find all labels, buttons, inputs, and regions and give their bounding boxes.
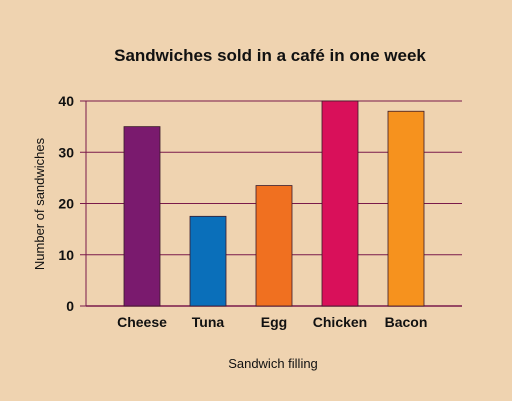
category-labels: Cheese Tuna Egg Chicken Bacon (117, 314, 427, 330)
bar-chicken (321, 100, 359, 307)
bar-cheese (123, 126, 161, 307)
y-tick-labels: 0 10 20 30 40 (58, 93, 74, 314)
y-tick-label-40: 40 (58, 93, 74, 109)
x-tick-label-egg: Egg (261, 314, 287, 330)
bars (123, 100, 425, 307)
y-tick-label-0: 0 (66, 298, 74, 314)
x-tick-label-chicken: Chicken (313, 314, 367, 330)
chart-title: Sandwiches sold in a café in one week (114, 46, 426, 65)
y-tick-label-10: 10 (58, 247, 74, 263)
y-tick-label-20: 20 (58, 196, 74, 212)
bar-egg (255, 185, 293, 307)
x-tick-label-tuna: Tuna (192, 314, 225, 330)
x-tick-label-cheese: Cheese (117, 314, 167, 330)
bar-bacon (387, 110, 425, 307)
y-tick-label-30: 30 (58, 144, 74, 160)
bar-tuna (189, 215, 227, 307)
x-axis-label: Sandwich filling (228, 356, 318, 371)
x-tick-label-bacon: Bacon (385, 314, 428, 330)
y-axis-label: Number of sandwiches (32, 137, 47, 270)
